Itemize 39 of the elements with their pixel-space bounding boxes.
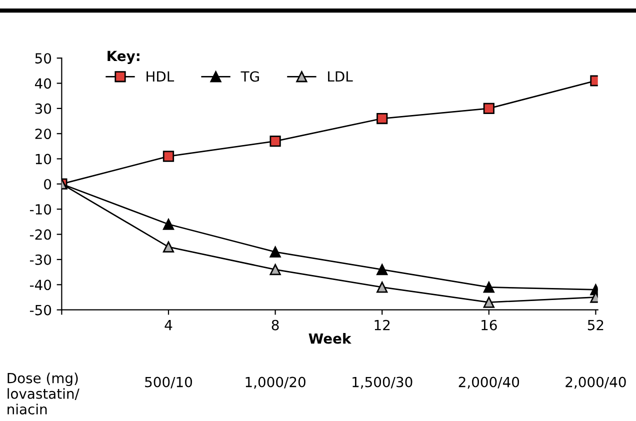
- text: 1,500/30: [352, 376, 412, 389]
- point: [376, 282, 388, 293]
- x-tick-label: 4: [164, 320, 172, 330]
- y-tick-label: -40: [30, 280, 52, 290]
- point: [483, 102, 494, 114]
- y-tick-label: 0: [44, 178, 52, 190]
- text: 2,000/40: [458, 376, 520, 389]
- point: [376, 264, 388, 276]
- legend-label: TG: [240, 71, 259, 82]
- y-tick-label: -10: [30, 204, 52, 215]
- x-axis-title: Week: [308, 333, 352, 344]
- point: [270, 246, 281, 258]
- y-tick-label: -50: [30, 304, 52, 316]
- y-tick-label: -20: [30, 229, 52, 240]
- point: [483, 282, 494, 293]
- y-tick-label: 10: [36, 154, 52, 164]
- x-tick-label: 16: [482, 320, 497, 330]
- text: 1,000/20: [246, 376, 306, 389]
- point: [162, 150, 174, 162]
- y-tick-label: 40: [34, 78, 52, 89]
- point: [162, 241, 174, 252]
- point: [162, 218, 174, 230]
- text: Dose (mg) lovastatin/ niacin: [8, 372, 80, 414]
- text: 500/10: [145, 376, 192, 388]
- y-tick-label: 50: [35, 53, 52, 64]
- legend-label: HDL: [146, 71, 174, 82]
- point: [270, 264, 281, 276]
- text: 2,000/40: [566, 376, 626, 389]
- y-tick-label: 30: [35, 103, 52, 114]
- legend-title: Key:: [108, 50, 140, 64]
- x-tick-label: 8: [272, 320, 279, 330]
- x-tick-label: 12: [374, 320, 390, 330]
- point: [483, 296, 494, 308]
- point: [376, 112, 388, 124]
- y-tick-label: 20: [35, 128, 52, 140]
- legend-label: LDL: [328, 71, 353, 82]
- point: [270, 136, 281, 147]
- x-tick-label: 52: [588, 320, 604, 330]
- y-tick-label: -30: [30, 254, 52, 265]
